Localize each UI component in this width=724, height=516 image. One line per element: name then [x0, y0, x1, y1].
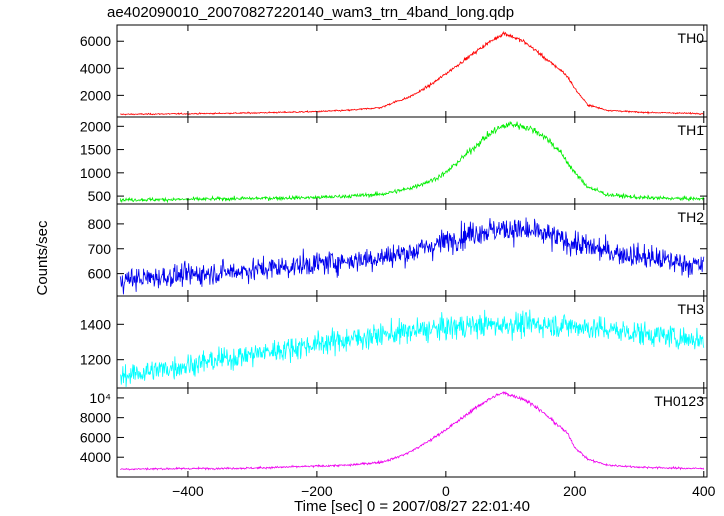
y-tick-label-th0: 4000 — [80, 60, 111, 76]
y-tick-label-th1: 1000 — [80, 165, 111, 181]
y-tick-label-th2: 800 — [88, 216, 112, 232]
x-tick-label: 0 — [442, 483, 450, 499]
y-tick-label-th0: 6000 — [80, 33, 111, 49]
x-axis-label: Time [sec] 0 = 2007/08/27 22:01:40 — [294, 498, 530, 515]
y-tick-label-th1: 1500 — [80, 142, 111, 158]
panel-frame-th1 — [116, 116, 708, 205]
y-tick-label-th2: 600 — [88, 266, 112, 282]
panel-label-th0: TH0 — [678, 30, 705, 46]
chart-title: ae402090010_20070827220140_wam3_trn_4ban… — [107, 4, 514, 21]
series-line-th2 — [119, 217, 705, 295]
x-tick-label: 400 — [692, 483, 716, 499]
panel-frame-th2 — [116, 203, 708, 297]
x-tick-label: 200 — [563, 483, 587, 499]
y-tick-label-th3: 1400 — [80, 316, 111, 332]
y-tick-label-th0123: 10⁴ — [89, 390, 111, 406]
series-line-th1 — [119, 121, 705, 204]
x-tick-label: −400 — [172, 483, 204, 499]
y-tick-label-th0123: 4000 — [80, 449, 111, 465]
panel-label-th2: TH2 — [678, 209, 705, 225]
y-tick-label-th3: 1200 — [80, 352, 111, 368]
y-tick-label-th2: 700 — [88, 241, 112, 257]
y-tick-label-th1: 2000 — [80, 118, 111, 134]
series-line-th3 — [120, 309, 705, 387]
panel-frame-th0123 — [116, 387, 708, 478]
panel-frame-th0 — [116, 24, 708, 118]
y-axis-label: Counts/sec — [34, 220, 51, 296]
series-line-th0 — [120, 30, 705, 116]
y-tick-label-th0: 2000 — [80, 87, 111, 103]
y-tick-label-th0123: 6000 — [80, 429, 111, 445]
x-tick-label: −200 — [301, 483, 333, 499]
panel-label-th3: TH3 — [678, 301, 705, 317]
series-line-th0123 — [120, 391, 705, 471]
panel-label-th1: TH1 — [678, 122, 705, 138]
y-tick-label-th1: 500 — [88, 188, 112, 204]
panel-label-th0123: TH0123 — [654, 393, 704, 409]
y-tick-label-th0123: 8000 — [80, 410, 111, 426]
panel-frame-th3 — [116, 295, 708, 389]
